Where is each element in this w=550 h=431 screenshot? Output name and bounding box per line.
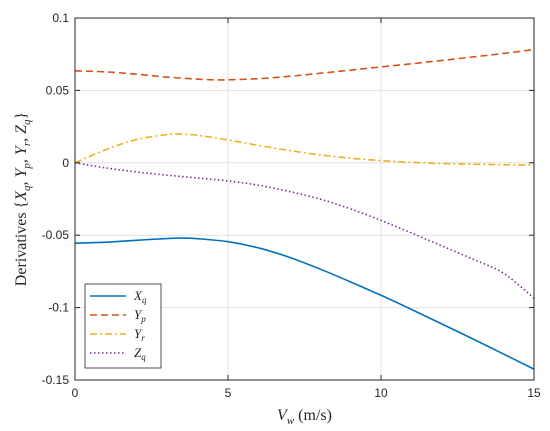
legend-label: Yr (134, 326, 145, 343)
legend-label: Yp (134, 307, 146, 324)
y-axis-title: Derivatives {Xq, Yp, Yr, Zq} (13, 112, 33, 286)
x-tick-label: 0 (72, 386, 79, 400)
y-tick-label: -0.15 (42, 373, 70, 387)
y-tick-label: 0.1 (52, 11, 69, 25)
x-tick-label: 15 (527, 386, 541, 400)
series-layer (74, 48, 535, 370)
y-tick-label: -0.1 (48, 301, 69, 315)
y-tick-label: 0 (62, 156, 69, 170)
axis-ticks: 0 5 10 15 -0.15 -0.1 -0.05 0 0.05 0.1 (42, 11, 541, 400)
y-tick-label: -0.05 (42, 228, 70, 242)
series-line-y-p (74, 48, 535, 81)
legend-label: Zq (134, 345, 146, 362)
legend: Xq Yp Yr Zq (84, 283, 162, 369)
legend-box (84, 283, 162, 369)
series-line-z-q (74, 162, 535, 299)
x-tick-label: 5 (225, 386, 232, 400)
x-tick-label: 10 (374, 386, 388, 400)
series-line-x-q (74, 237, 535, 370)
x-axis-title: Vw (m/s) (277, 407, 332, 427)
series-line-y-r (74, 133, 535, 166)
y-tick-label: 0.05 (46, 83, 70, 97)
plot-frame (74, 17, 535, 381)
legend-label: Xq (133, 288, 147, 305)
